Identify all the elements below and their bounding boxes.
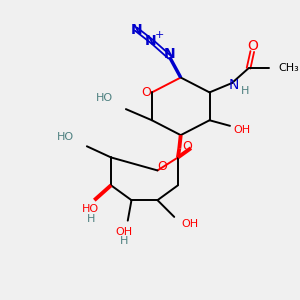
Text: HO: HO [57,132,74,142]
Text: O: O [157,160,167,173]
Text: CH₃: CH₃ [278,63,299,73]
Text: OH: OH [182,219,199,229]
Text: N: N [164,47,176,61]
Text: O: O [247,39,258,53]
Text: OH: OH [116,227,133,237]
Text: HO: HO [96,93,113,103]
Text: N: N [145,34,157,48]
Text: OH: OH [234,124,251,135]
Text: N: N [229,78,239,92]
Text: H: H [120,236,128,246]
Text: O: O [182,140,192,153]
Text: H: H [86,214,95,224]
Text: O: O [141,86,151,99]
Text: HO: HO [82,205,99,214]
Text: N: N [130,23,142,37]
Text: +: + [155,30,164,40]
Text: H: H [241,85,249,95]
